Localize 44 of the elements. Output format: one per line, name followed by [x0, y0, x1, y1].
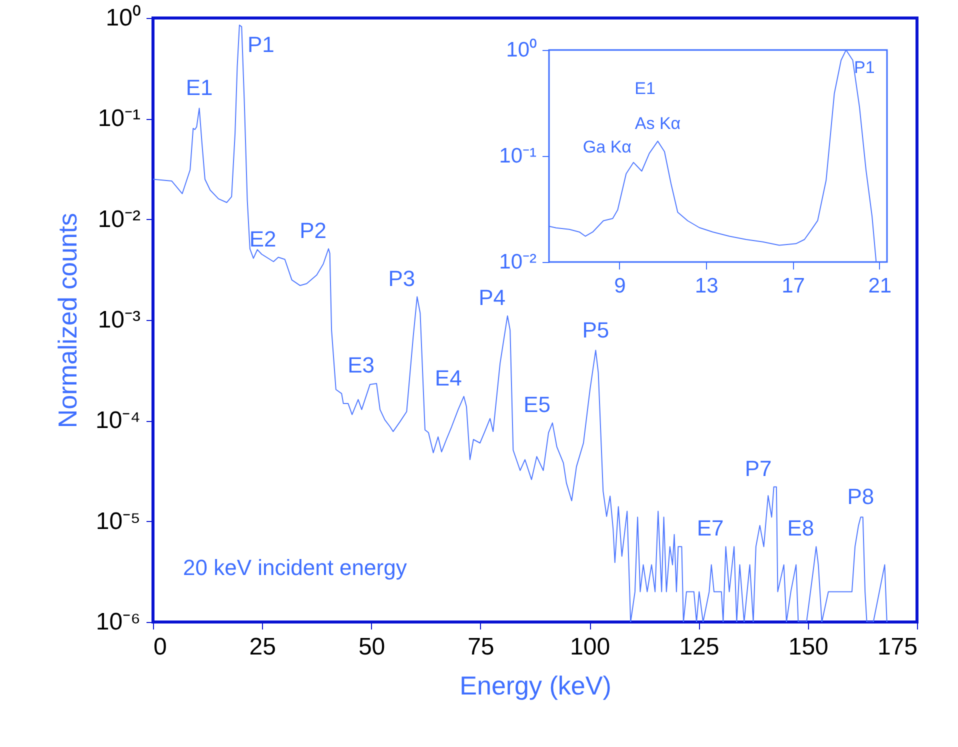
annotation: P7 [744, 456, 772, 481]
annotation: E4 [434, 365, 462, 390]
x-tick-label: 150 [788, 634, 828, 660]
x-tick-label: 9 [614, 274, 626, 298]
x-tick-label: 17 [782, 274, 805, 298]
annotation: P4 [478, 284, 506, 310]
annotation: P5 [582, 317, 610, 342]
x-tick-label: 50 [358, 634, 386, 660]
annotation: E1 [186, 75, 213, 100]
x-tick-label: 100 [570, 634, 610, 660]
annotation: As Kα [634, 114, 681, 134]
y-tick-label: 10⁰ [106, 4, 140, 32]
y-tick-label: 10⁻² [499, 250, 536, 274]
y-tick-label: 10⁻⁵ [96, 508, 140, 535]
y-tick-label: 10⁻⁶ [96, 608, 140, 636]
x-tick-label: 175 [877, 634, 918, 660]
y-axis-title: Normalized counts [52, 212, 82, 428]
annotation: P1 [854, 58, 875, 77]
x-tick-label: 25 [249, 634, 276, 660]
y-tick-label: 10⁻⁴ [95, 407, 140, 434]
annotation: P1 [247, 32, 274, 58]
y-tick-label: 10⁻³ [98, 306, 141, 334]
y-tick-label: 10⁻² [98, 206, 141, 233]
x-tick-label: 13 [694, 274, 718, 298]
annotation: E3 [348, 352, 375, 378]
annotation: 20 keV incident energy [183, 555, 407, 580]
annotation: P8 [847, 484, 874, 510]
annotation: E1 [634, 79, 656, 98]
x-tick-label: 0 [154, 634, 167, 660]
x-tick-label: 75 [468, 634, 494, 660]
annotation: P3 [388, 266, 416, 291]
line-series [549, 50, 877, 262]
annotation: P2 [300, 218, 326, 243]
y-tick-label: 10⁰ [506, 38, 536, 62]
annotation: E7 [696, 516, 724, 541]
annotation: Ga Kα [582, 137, 632, 156]
annotation: E5 [524, 392, 550, 417]
y-tick-label: 10⁻¹ [98, 105, 141, 132]
annotation: E2 [249, 226, 276, 252]
x-tick-label: 21 [868, 274, 892, 298]
x-axis-title: Energy (keV) [460, 670, 612, 700]
annotation: E8 [787, 516, 814, 541]
x-tick-label: 125 [679, 634, 720, 660]
y-tick-label: 10⁻¹ [499, 144, 536, 168]
